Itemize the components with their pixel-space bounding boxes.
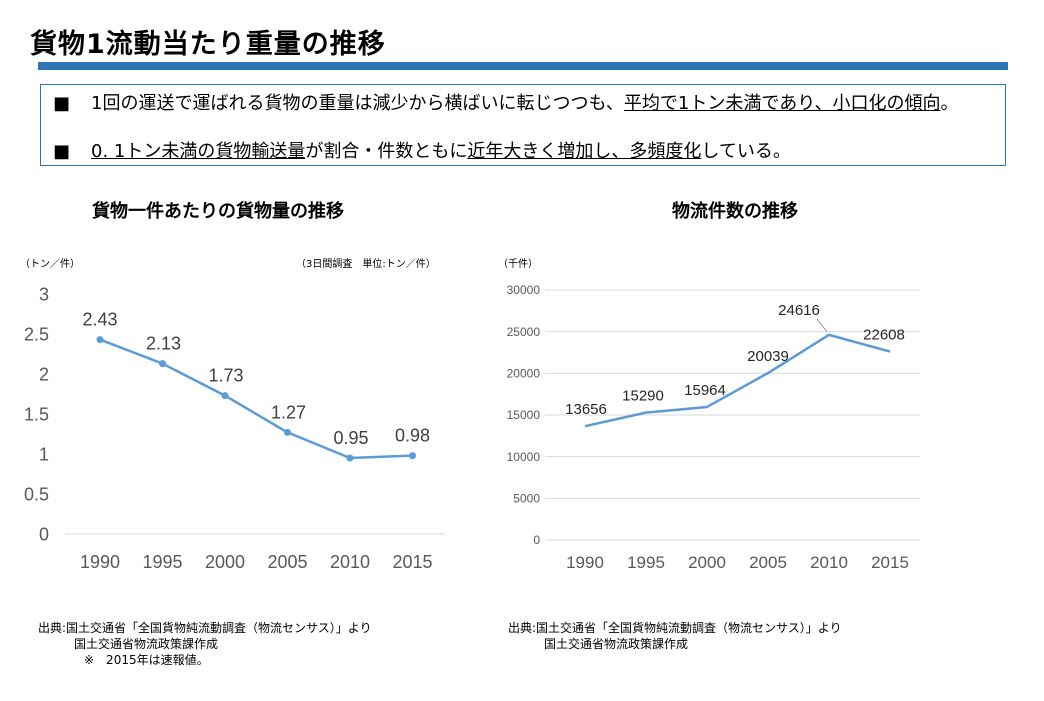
chart-1-source-line-1: 出典:国土交通省「全国貨物純流動調査（物流センサス）」より	[38, 621, 372, 635]
chart-1-source-note: ※ 2015年は速報値。	[84, 653, 209, 667]
data-point	[346, 454, 354, 462]
data-label: 20039	[747, 348, 789, 365]
bullet-2-underlined-a: 0. 1トン未満の貨物輸送量	[91, 141, 306, 162]
x-tick-label: 2000	[205, 552, 245, 572]
y-tick-label: 0	[533, 533, 540, 547]
chart-2-unit-label: （千件）	[498, 259, 538, 270]
data-label: 2.13	[146, 334, 181, 354]
bullet-square-icon: ■	[53, 141, 71, 162]
label-leader-line	[816, 318, 828, 333]
x-tick-label: 2000	[688, 553, 726, 572]
x-tick-label: 1995	[142, 552, 182, 572]
series-line	[584, 333, 891, 428]
x-tick-label: 1990	[566, 553, 604, 572]
data-label: 15290	[622, 388, 664, 405]
x-tick-label: 1995	[627, 553, 665, 572]
y-tick-label: 0.5	[24, 484, 49, 504]
data-label: 13656	[565, 401, 607, 418]
x-tick-label: 2010	[330, 552, 370, 572]
data-point	[409, 452, 416, 460]
bullet-2-underlined-b: 近年大きく増加し、多頻度化	[467, 141, 702, 162]
title-underline-bar	[38, 62, 1008, 70]
chart-1-unit-label: （トン／件）	[20, 259, 80, 270]
x-tick-label: 2005	[267, 552, 307, 572]
bullet-2-text: が割合・件数ともに	[305, 141, 468, 162]
chart-1-title: 貨物一件あたりの貨物量の推移	[92, 201, 344, 222]
data-label: 1.73	[208, 366, 243, 386]
y-tick-label: 3	[39, 284, 49, 304]
y-tick-label: 10000	[507, 450, 541, 464]
chart-1-source-line-2: 国土交通省物流政策課作成	[74, 637, 219, 651]
chart-1-weight-per-shipment: 0 0.5 1 1.5 2 2.5 3 1990 1995 2000 2005 2010 2015 2.4…	[24, 284, 445, 572]
chart-2-source: 出典:国土交通省「全国貨物純流動調査（物流センサス）」より 国土交通省物流政策課…	[508, 620, 842, 652]
y-tick-label: 2.5	[24, 324, 49, 344]
data-point	[159, 360, 166, 368]
page-title: 貨物1流動当たり重量の推移	[30, 29, 386, 60]
data-label: 22608	[863, 327, 905, 344]
data-label: 0.98	[395, 426, 430, 446]
chart-2-title: 物流件数の推移	[672, 201, 798, 222]
x-tick-label: 2005	[749, 553, 787, 572]
x-tick-label: 2015	[871, 553, 909, 572]
data-point	[221, 392, 229, 400]
x-tick-label: 2015	[392, 552, 432, 572]
data-point	[284, 428, 291, 436]
chart-2-source-line-1: 出典:国土交通省「全国貨物純流動調査（物流センサス）」より	[508, 621, 842, 635]
chart-1-source: 出典:国土交通省「全国貨物純流動調査（物流センサス）」より 国土交通省物流政策課…	[38, 620, 372, 668]
chart-2-source-line-2: 国土交通省物流政策課作成	[544, 637, 689, 651]
y-tick-label: 1.5	[24, 404, 49, 424]
summary-box: ■ 1回の運送で運ばれる貨物の重量は減少から横ばいに転じつつも、平均で1トン未満…	[40, 84, 1006, 166]
chart-2-shipment-count: 0 5000 10000 15000 20000 25000 30000 1990 1995 20…	[507, 283, 920, 572]
y-tick-label: 25000	[507, 325, 541, 339]
y-tick-label: 0	[39, 524, 49, 544]
series-line	[99, 338, 413, 460]
data-label: 2.43	[82, 310, 117, 330]
y-tick-label: 5000	[513, 492, 540, 506]
data-label: 15964	[684, 382, 726, 399]
x-tick-label: 1990	[80, 552, 120, 572]
bullet-square-icon: ■	[53, 93, 71, 114]
bullet-1-end: 。	[940, 93, 959, 114]
data-point	[96, 336, 104, 344]
bullet-1-underlined: 平均で1トン未満であり、小口化の傾向	[623, 93, 941, 114]
y-tick-label: 30000	[507, 283, 541, 297]
data-label: 24616	[778, 302, 820, 319]
data-label: 1.27	[271, 402, 306, 422]
y-tick-label: 15000	[507, 408, 541, 422]
y-tick-label: 1	[39, 444, 49, 464]
data-label: 0.95	[333, 428, 368, 448]
x-tick-label: 2010	[810, 553, 848, 572]
bullet-1-text: 1回の運送で運ばれる貨物の重量は減少から横ばいに転じつつも、	[91, 93, 624, 114]
bullet-2-end: している。	[701, 141, 791, 162]
y-tick-label: 20000	[507, 367, 541, 381]
chart-1-note: （3日間調査 単位:トン／件）	[296, 259, 436, 270]
y-tick-label: 2	[39, 364, 49, 384]
